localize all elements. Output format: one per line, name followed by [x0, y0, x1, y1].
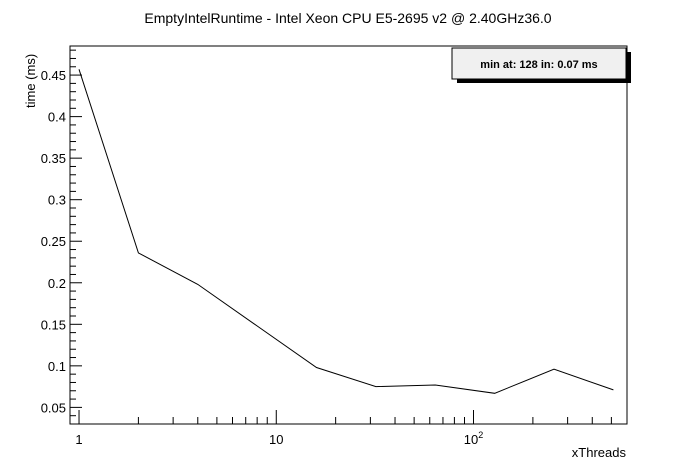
y-tick-label: 0.35 — [41, 151, 66, 166]
series-layer — [78, 69, 614, 394]
y-tick-label: 0.3 — [48, 193, 66, 208]
plot-frame — [69, 45, 628, 425]
y-tick-label: 0.4 — [48, 110, 66, 125]
y-tick-label: 0.1 — [48, 359, 66, 374]
x-axis: 1 10 102 — [75, 410, 628, 447]
legend-frame — [451, 47, 627, 80]
chart-title: EmptyIntelRuntime - Intel Xeon CPU E5-26… — [144, 10, 551, 26]
x-tick-label: 102 — [464, 430, 483, 447]
legend-box: min at: 128 in: 0.07 ms — [451, 47, 631, 83]
x-axis-label: xThreads — [572, 445, 627, 460]
y-tick-label: 0.25 — [41, 234, 66, 249]
x-tick-label: 1 — [75, 432, 82, 447]
y-tick-label: 0.2 — [48, 276, 66, 291]
series-line — [78, 69, 614, 394]
y-tick-label: 0.15 — [41, 317, 66, 332]
y-tick-label: 0.45 — [41, 68, 66, 83]
y-axis-label: time (ms) — [23, 54, 38, 108]
legend-text: min at: 128 in: 0.07 ms — [480, 59, 597, 71]
y-axis: 0.05 0.1 0.15 0.2 0.25 0.3 0.35 0.4 0.45 — [41, 49, 82, 425]
x-tick-label: 10 — [269, 432, 283, 447]
y-tick-label: 0.05 — [41, 400, 66, 415]
